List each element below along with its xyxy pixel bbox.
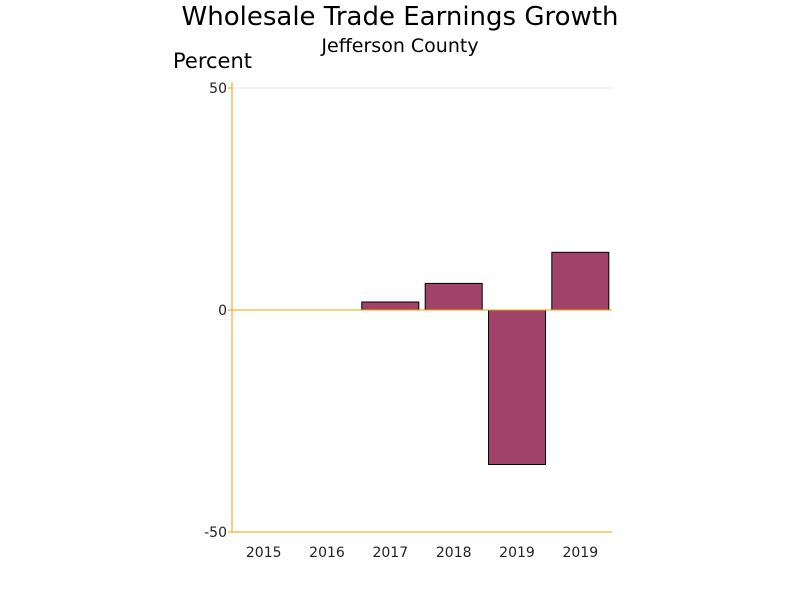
- y-tick-labels: 50 0 -50: [204, 81, 227, 541]
- x-tick-label-5: 2019: [562, 545, 598, 561]
- x-tick-label-0: 2015: [246, 545, 282, 561]
- x-tick-label-3: 2018: [436, 545, 472, 561]
- y-tick-label-0: 0: [218, 303, 227, 319]
- chart-title: Wholesale Trade Earnings Growth: [182, 2, 619, 32]
- chart-subtitle: Jefferson County: [320, 35, 478, 57]
- bar-2017-2: [361, 301, 420, 311]
- bar-2018-3: [424, 282, 483, 311]
- axis-layer: [228, 82, 612, 533]
- x-tick-label-1: 2016: [309, 545, 345, 561]
- bar-2019-4: [488, 309, 546, 465]
- x-tick-label-4: 2019: [499, 545, 535, 561]
- x-tick-labels: 2015 2016 2017 2018 2019 2019: [246, 545, 598, 561]
- y-axis-label: Percent: [173, 49, 252, 73]
- x-tick-label-2: 2017: [372, 545, 408, 561]
- bar-2019-5: [551, 251, 610, 311]
- y-tick-label--50: -50: [204, 525, 227, 541]
- bar-layer: [361, 251, 610, 465]
- y-tick-label-50: 50: [209, 81, 227, 97]
